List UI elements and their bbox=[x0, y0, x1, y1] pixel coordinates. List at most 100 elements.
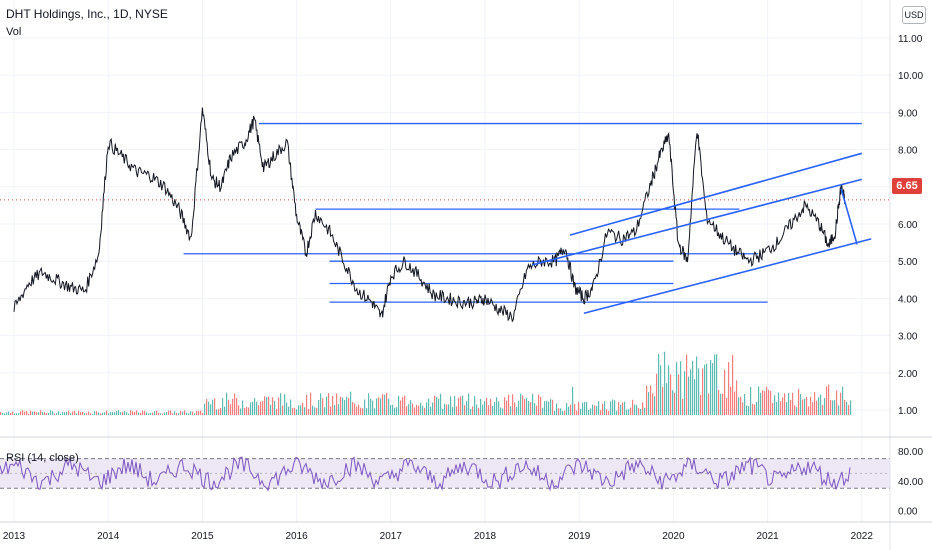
volume-bar bbox=[594, 405, 596, 415]
volume-bar bbox=[624, 401, 626, 415]
volume-bar bbox=[596, 405, 598, 415]
volume-bar bbox=[364, 399, 366, 415]
volume-bar bbox=[122, 411, 124, 415]
volume-bar bbox=[566, 402, 568, 415]
volume-bar bbox=[732, 355, 734, 415]
volume-bar bbox=[416, 404, 418, 415]
volume-bar bbox=[818, 397, 820, 415]
volume-bar bbox=[170, 410, 172, 415]
volume-bar bbox=[654, 396, 656, 415]
volume-bar bbox=[272, 397, 274, 415]
volume-bar bbox=[66, 412, 68, 415]
volume-bar bbox=[778, 392, 780, 415]
volume-bar bbox=[560, 408, 562, 415]
volume-bar bbox=[88, 411, 90, 415]
volume-bar bbox=[138, 412, 140, 415]
volume-bar bbox=[840, 392, 842, 415]
volume-bar bbox=[458, 397, 460, 415]
volume-bar bbox=[542, 407, 544, 415]
price-tick-label: 5.00 bbox=[898, 257, 918, 268]
volume-bar bbox=[646, 385, 648, 415]
volume-bar bbox=[438, 398, 440, 415]
volume-bar bbox=[406, 405, 408, 415]
volume-bar bbox=[352, 401, 354, 415]
volume-bar bbox=[400, 400, 402, 415]
volume-bar bbox=[688, 376, 690, 415]
volume-bar bbox=[332, 396, 334, 415]
volume-bar bbox=[358, 404, 360, 415]
volume-bar bbox=[494, 401, 496, 415]
volume-bar bbox=[164, 412, 166, 415]
time-tick-label: 2013 bbox=[3, 531, 26, 542]
volume-bar bbox=[294, 407, 296, 415]
volume-bar bbox=[8, 411, 10, 415]
price-tick-label: 4.00 bbox=[898, 294, 918, 305]
volume-bar bbox=[148, 413, 150, 415]
volume-bar bbox=[434, 396, 436, 415]
volume-bar bbox=[222, 398, 224, 415]
volume-bar bbox=[536, 405, 538, 415]
volume-bar bbox=[538, 394, 540, 415]
volume-bar bbox=[412, 403, 414, 415]
volume-bar bbox=[300, 405, 302, 415]
volume-bar bbox=[576, 410, 578, 415]
volume-bar bbox=[548, 401, 550, 415]
volume-bar bbox=[792, 392, 794, 415]
volume-bar bbox=[388, 398, 390, 415]
volume-bar bbox=[258, 405, 260, 415]
volume-bar bbox=[226, 392, 228, 415]
volume-bar bbox=[288, 406, 290, 415]
volume-bar bbox=[816, 400, 818, 415]
price-series bbox=[0, 107, 890, 323]
currency-button[interactable]: USD bbox=[902, 6, 926, 24]
volume-bar bbox=[22, 410, 24, 415]
volume-bar bbox=[578, 401, 580, 415]
volume-bar bbox=[742, 402, 744, 415]
volume-bar bbox=[622, 402, 624, 415]
price-line bbox=[13, 107, 846, 323]
volume-bar bbox=[554, 410, 556, 415]
volume-bar bbox=[794, 405, 796, 415]
volume-bar bbox=[518, 400, 520, 415]
volume-bar bbox=[706, 363, 708, 415]
volume-bar bbox=[650, 385, 652, 415]
volume-bar bbox=[244, 407, 246, 415]
volume-bar bbox=[266, 397, 268, 415]
last-price-tag: 6.65 bbox=[892, 178, 922, 194]
volume-bar bbox=[302, 402, 304, 415]
volume-bar bbox=[592, 404, 594, 415]
volume-bar bbox=[354, 403, 356, 415]
volume-bar bbox=[6, 412, 8, 415]
volume-bar bbox=[652, 393, 654, 415]
volume-bar bbox=[422, 405, 424, 415]
volume-bar bbox=[830, 399, 832, 415]
volume-bar bbox=[562, 410, 564, 415]
volume-bar bbox=[342, 397, 344, 415]
volume-bar bbox=[600, 410, 602, 415]
volume-bar bbox=[582, 402, 584, 415]
volume-bar bbox=[108, 413, 110, 415]
volume-bar bbox=[154, 411, 156, 415]
volume-bar bbox=[390, 404, 392, 415]
volume-bar bbox=[242, 400, 244, 415]
volume-bar bbox=[618, 401, 620, 415]
volume-bar bbox=[262, 401, 264, 415]
volume-bar bbox=[184, 410, 186, 415]
volume-bar bbox=[168, 410, 170, 415]
volume-bar bbox=[328, 393, 330, 415]
volume-bar bbox=[466, 401, 468, 415]
volume-bar bbox=[632, 399, 634, 415]
volume-bar bbox=[824, 398, 826, 415]
volume-bar bbox=[152, 412, 154, 415]
volume-bar bbox=[616, 410, 618, 415]
volume-bar bbox=[310, 392, 312, 415]
volume-bar bbox=[684, 371, 686, 415]
volume-bar bbox=[642, 402, 644, 415]
volume-bar bbox=[200, 410, 202, 415]
volume-bar bbox=[442, 408, 444, 415]
volume-bar bbox=[452, 407, 454, 415]
volume-bar bbox=[146, 412, 148, 415]
volume-bar bbox=[46, 412, 48, 415]
volume-bar bbox=[718, 389, 720, 415]
volume-bar bbox=[626, 409, 628, 415]
